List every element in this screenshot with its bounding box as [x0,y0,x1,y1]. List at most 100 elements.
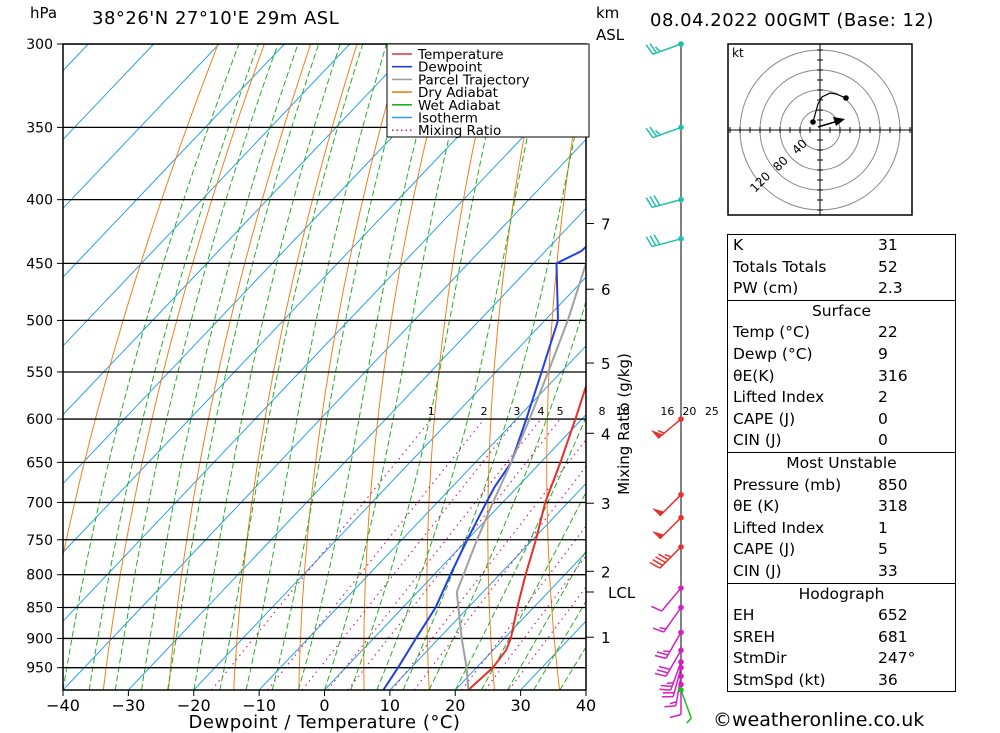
pressure-tick-label: 700 [26,495,53,511]
mixing-ratio-label: 20 [682,405,696,418]
wet-adiabat-line [507,549,586,690]
km-tick-label: LCL [608,584,636,602]
isotherm-line [63,44,481,485]
hodograph-label: SREH [733,627,776,646]
surface-label: CAPE (J) [733,409,796,428]
isotherm-line [63,138,586,690]
wind-barb-feather [656,669,669,674]
plot-area [63,44,1000,690]
mixing-ratio-label: 8 [599,405,606,418]
wet-adiabat-line [480,491,586,690]
pressure-tick-label: 550 [26,365,53,381]
unstable-row: Lifted Index 1 [728,518,955,540]
legend-label: Parcel Trajectory [418,72,530,88]
dry-adiabat-line [363,44,451,690]
hodograph-value: 247° [878,649,916,668]
surface-label: CIN (J) [733,431,782,450]
surface-value: 9 [878,344,888,363]
indices-rows: K 31 Totals Totals 52 PW (cm) 2.3 [728,235,955,300]
wind-barb-staff [652,43,682,55]
wet-adiabat-line [454,416,586,690]
dry-adiabat-line [659,44,690,690]
surface-title: Surface [811,301,872,320]
wind-barb [678,687,692,724]
km-tick-label: 4 [601,425,611,443]
x-tick-label: 20 [445,696,465,715]
isotherm-line [63,44,416,416]
dry-adiabat-line [233,44,358,690]
wind-barb [645,234,684,248]
mixing-ratio-label: 2 [481,405,488,418]
wind-barb-feather [654,129,661,136]
pressure-tick-label: 950 [26,661,53,677]
mixing-ratio-axis-label: Mixing Ratio (g/kg) [615,353,633,495]
hodograph-top-dot [843,95,849,101]
wind-barb-feather [649,561,661,569]
hodograph-stats-section: Hodograph EH 652 SREH 681 StmDir 247° StmSpd (… [728,582,955,692]
dry-adiabat-line [102,44,265,690]
wet-adiabat-line [297,44,441,690]
unstable-value: 1 [878,518,888,537]
pressure-tick-label: 850 [26,601,53,617]
hodograph-trace [812,92,847,123]
x-tick-label: −20 [177,696,211,715]
mixing-ratio-label: 10 [616,405,630,418]
wind-barb-feather [664,704,676,708]
hodograph-label: StmDir [733,649,787,668]
wind-barb [651,585,684,612]
unstable-value: 318 [878,497,908,516]
wind-barb [645,124,684,139]
surface-row: Lifted Index 2 [728,387,955,409]
copyright-footer[interactable]: ©weatheronline.co.uk [713,709,925,731]
isotherm-line [63,44,547,554]
isotherm-line [193,276,586,690]
unstable-label: CAPE (J) [733,540,796,559]
surface-label: Dewp (°C) [733,344,813,363]
wind-barb-staff [651,238,682,248]
x-tick-label: −30 [111,696,145,715]
mixing-ratio-line [461,525,586,690]
wind-barb-feather [652,559,663,566]
pressure-tick-label: 650 [26,455,53,471]
series-line-parcel-trajectory [455,259,586,690]
legend-label: Mixing Ratio [418,123,501,139]
wind-barb-feather [658,665,671,671]
mixing-ratio-line [413,465,586,690]
wind-barb-feather [653,234,661,245]
mixing-ratio-label: 3 [513,405,520,418]
unstable-label: Pressure (mb) [733,475,842,494]
wind-barb-feather [649,126,658,137]
surface-rows: Temp (°C) 22 Dewp (°C) 9 θE(K) 316 Lifted Inde… [728,322,955,452]
unstable-row: Pressure (mb) 850 [728,475,955,497]
unstable-label: Lifted Index [733,518,825,537]
mixing-ratio-line [347,418,561,690]
wind-barb-feather [654,46,661,53]
wet-adiabat-line [193,44,341,690]
x-tick-label: 30 [510,696,530,715]
index-row: K 31 [728,235,955,257]
unstable-label: θE (K) [733,497,780,516]
isotherm-line [63,44,285,278]
pressure-tick-label: 600 [26,412,53,428]
surface-row: θE(K) 316 [728,366,955,388]
wet-adiabat-line [271,44,413,690]
dry-adiabat-line [63,44,219,558]
wind-barb-staff [652,126,682,139]
wind-barb-staff [661,587,682,612]
hodograph-value: 681 [878,627,908,646]
hodograph-row: EH 652 [728,605,955,627]
dry-adiabat-line [959,44,1000,690]
unstable-value: 33 [878,561,898,580]
hodograph-value: 36 [878,670,898,689]
wind-barb [652,604,684,633]
wind-barb-feather [645,44,654,55]
mixing-ratio-line [327,418,542,690]
mixing-ratio-label: 5 [557,405,564,418]
dry-adiabat-line [426,44,497,690]
pressure-tick-label: 450 [26,256,53,272]
wind-barb [654,647,684,678]
isotherm-line [63,44,220,210]
wind-barb-feather [649,196,657,207]
wind-barb [650,416,684,439]
